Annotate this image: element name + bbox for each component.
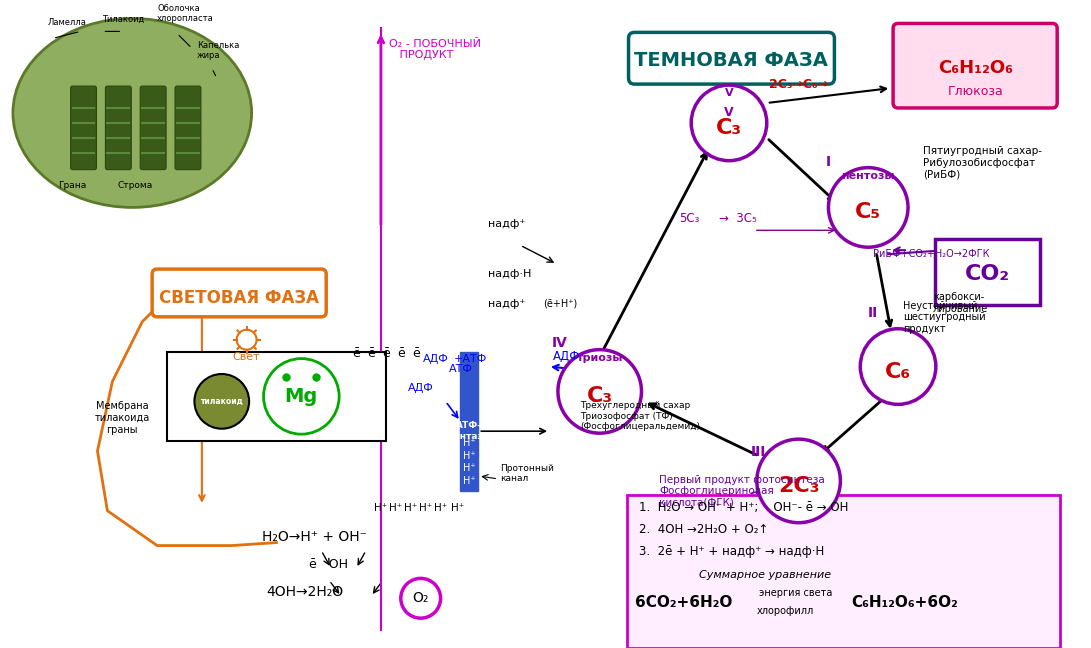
Circle shape	[400, 579, 441, 618]
Text: →  3C₅: → 3C₅	[719, 213, 757, 226]
Text: Оболочка
хлоропласта: Оболочка хлоропласта	[157, 4, 214, 23]
Text: ē: ē	[367, 347, 375, 360]
Text: CO₂: CO₂	[966, 264, 1010, 284]
Text: 2.  4OH →2H₂O + O₂↑: 2. 4OH →2H₂O + O₂↑	[639, 523, 769, 536]
Text: H⁺: H⁺	[434, 503, 447, 513]
Text: пентозы: пентозы	[841, 170, 895, 181]
Text: C₃: C₃	[716, 118, 742, 138]
Text: H⁺: H⁺	[463, 451, 476, 461]
Text: Грана: Грана	[58, 181, 86, 189]
Text: H⁺: H⁺	[404, 503, 418, 513]
Text: Трёхуглеродный сахар
Триозофосфат (ТФ)
(Фосфоглицеральдемид): Трёхуглеродный сахар Триозофосфат (ТФ) (…	[579, 401, 699, 431]
Ellipse shape	[194, 374, 249, 429]
FancyBboxPatch shape	[167, 352, 386, 441]
Text: АТФ-
синтаза: АТФ- синтаза	[449, 421, 490, 441]
Text: Суммарное уравнение: Суммарное уравнение	[699, 570, 831, 581]
Text: надф·Н: надф·Н	[489, 269, 531, 279]
FancyBboxPatch shape	[935, 239, 1041, 305]
Text: ē   OH: ē OH	[309, 559, 348, 572]
Text: Протонный
канал: Протонный канал	[501, 463, 554, 483]
Text: Mg: Mg	[285, 387, 317, 406]
Ellipse shape	[558, 350, 642, 433]
FancyBboxPatch shape	[106, 86, 131, 170]
Text: карбокси-
лирование: карбокси- лирование	[933, 292, 988, 314]
Ellipse shape	[828, 168, 908, 247]
Text: Пятиугродный сахар-
Рибулозобисфосфат
(РиБФ): Пятиугродный сахар- Рибулозобисфосфат (Р…	[923, 146, 1042, 179]
Text: H⁺: H⁺	[419, 503, 432, 513]
Text: Неустойчивый
шестиугродный
продукт: Неустойчивый шестиугродный продукт	[903, 301, 985, 334]
Text: ТЕМНОВАЯ ФАЗА: ТЕМНОВАЯ ФАЗА	[634, 51, 828, 70]
Text: Мембрана
тилакоида
граны: Мембрана тилакоида граны	[95, 401, 149, 435]
Text: H⁺: H⁺	[374, 503, 387, 513]
Text: АДФ: АДФ	[422, 354, 448, 364]
Text: H⁺: H⁺	[463, 438, 476, 448]
FancyBboxPatch shape	[141, 86, 166, 170]
FancyBboxPatch shape	[894, 23, 1057, 108]
Text: 4OH→2H₂O: 4OH→2H₂O	[266, 585, 344, 599]
Text: Строма: Строма	[118, 181, 153, 189]
Text: 5C₃: 5C₃	[680, 213, 699, 226]
Text: АДФ: АДФ	[408, 384, 433, 393]
Text: АТФ: АТФ	[448, 364, 472, 373]
Text: 6CO₂+6H₂O: 6CO₂+6H₂O	[635, 596, 732, 610]
FancyBboxPatch shape	[626, 495, 1060, 648]
FancyBboxPatch shape	[460, 352, 478, 491]
Text: II: II	[868, 306, 878, 320]
FancyBboxPatch shape	[152, 269, 326, 317]
Text: C₆H₁₂O₆: C₆H₁₂O₆	[938, 59, 1014, 77]
Text: I: I	[826, 155, 831, 168]
Text: 3.  2ē + H⁺ + надф⁺ → надф·H: 3. 2ē + H⁺ + надф⁺ → надф·H	[639, 544, 825, 557]
Ellipse shape	[757, 439, 840, 523]
Text: Глюкоза: Глюкоза	[948, 84, 1004, 98]
Text: 2C₃: 2C₃	[778, 476, 819, 496]
Text: C₆: C₆	[885, 362, 911, 382]
Ellipse shape	[692, 85, 767, 161]
Text: РиБФ+CO₂+H₂O→2ФГК: РиБФ+CO₂+H₂O→2ФГК	[873, 249, 990, 259]
FancyBboxPatch shape	[628, 32, 835, 84]
Text: триозы: триозы	[576, 353, 623, 363]
Text: энергия света: энергия света	[759, 588, 832, 598]
FancyBboxPatch shape	[175, 86, 201, 170]
Ellipse shape	[13, 18, 252, 207]
Text: H⁺: H⁺	[451, 503, 464, 513]
Text: O₂: O₂	[412, 591, 429, 605]
Text: IV: IV	[552, 336, 567, 350]
Text: 1.  H₂O → OH⁻ + H⁺;    OH⁻- ē → OH: 1. H₂O → OH⁻ + H⁺; OH⁻- ē → OH	[639, 501, 849, 514]
Text: O₂ - ПОБОЧНЫЙ
   ПРОДУКТ: O₂ - ПОБОЧНЫЙ ПРОДУКТ	[388, 39, 481, 60]
Text: (ē+H⁺): (ē+H⁺)	[543, 299, 577, 309]
Text: +АТФ: +АТФ	[454, 354, 487, 364]
Text: надф⁺: надф⁺	[489, 219, 526, 229]
Text: C₆H₁₂O₆+6O₂: C₆H₁₂O₆+6O₂	[851, 596, 958, 610]
Text: АДФ: АДФ	[553, 349, 580, 363]
FancyBboxPatch shape	[71, 86, 96, 170]
Text: H⁺: H⁺	[463, 463, 476, 473]
Circle shape	[264, 358, 339, 434]
Text: C₅: C₅	[855, 202, 882, 222]
Text: H⁺: H⁺	[463, 476, 476, 486]
Text: Ламелла: Ламелла	[48, 18, 86, 27]
Text: тилакоид: тилакоид	[201, 397, 243, 406]
Text: надф⁺: надф⁺	[489, 299, 526, 309]
Text: хлорофилл: хлорофилл	[757, 606, 814, 616]
Text: V: V	[724, 88, 733, 98]
Text: Первый продукт фотосинтеза
Фосфоглицериновая
кислота(ФГК): Первый продукт фотосинтеза Фосфоглицерин…	[659, 474, 825, 508]
Text: V: V	[724, 106, 734, 119]
Text: СВЕТОВАЯ ФАЗА: СВЕТОВАЯ ФАЗА	[158, 289, 319, 307]
Text: 2C₃→C₆→: 2C₃→C₆→	[769, 78, 828, 91]
Text: Тилакоид: Тилакоид	[103, 14, 145, 23]
Text: III: III	[751, 445, 767, 459]
Ellipse shape	[861, 329, 936, 404]
Text: ē: ē	[382, 347, 389, 360]
Text: H₂O→H⁺ + OH⁻: H₂O→H⁺ + OH⁻	[262, 529, 367, 544]
Text: Свет: Свет	[232, 352, 261, 362]
Text: ē: ē	[397, 347, 405, 360]
Text: Капелька
жира: Капелька жира	[196, 41, 239, 60]
Text: ē: ē	[352, 347, 360, 360]
Text: C₃: C₃	[587, 386, 613, 406]
Text: ē: ē	[411, 347, 420, 360]
Text: H⁺: H⁺	[389, 503, 403, 513]
